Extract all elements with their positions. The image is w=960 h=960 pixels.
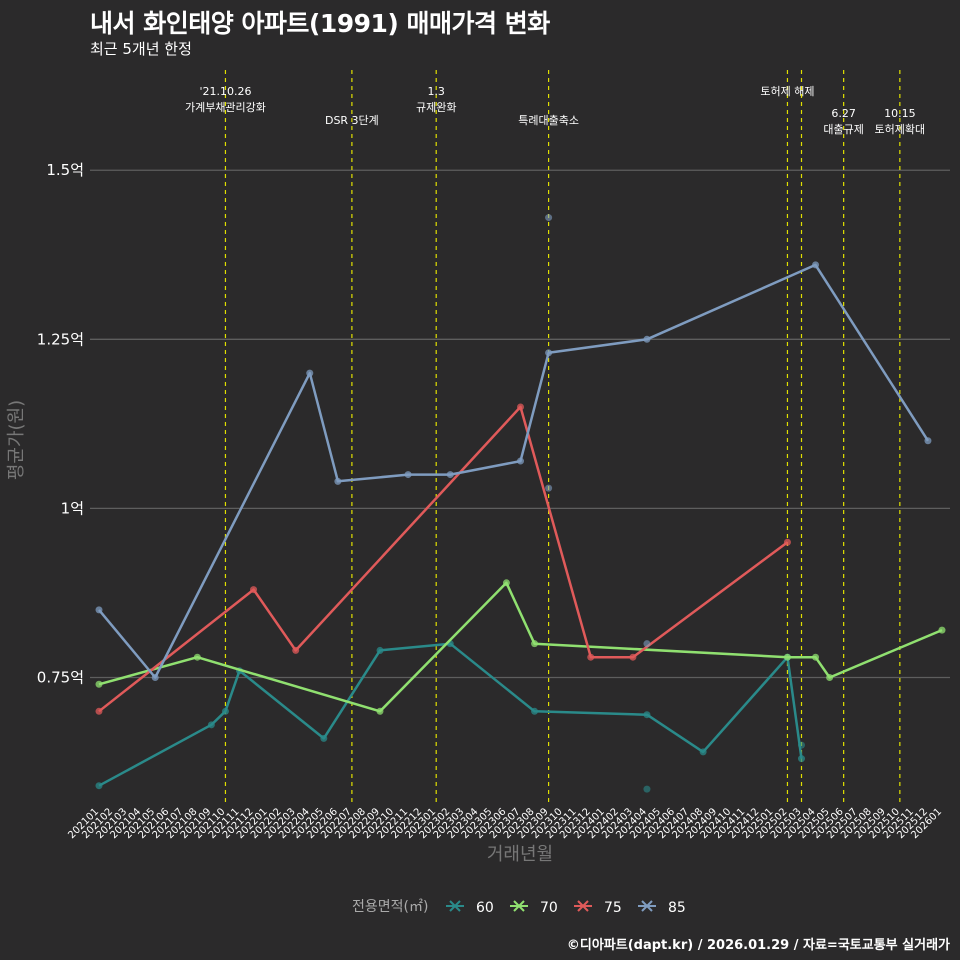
data-point-75 <box>95 707 103 715</box>
y-axis-title: 평균가(원) <box>6 400 27 480</box>
data-point-70 <box>938 626 946 634</box>
event-label: 특례대출축소 <box>518 114 579 127</box>
legend-label-85: 85 <box>668 900 686 916</box>
series-line-85 <box>98 263 930 679</box>
data-point-70 <box>826 673 834 681</box>
grid-lines <box>90 169 950 679</box>
data-point-60 <box>643 785 651 793</box>
data-point-60 <box>798 741 805 749</box>
data-point-75 <box>783 538 791 546</box>
data-point-60 <box>95 782 103 790</box>
data-point-60 <box>376 646 384 654</box>
data-point-85 <box>95 606 103 614</box>
data-point-60 <box>798 755 805 763</box>
y-tick-label: 1.5억 <box>46 161 84 179</box>
legend-title: 전용면적(㎡) <box>352 899 428 915</box>
data-point-85 <box>306 369 314 377</box>
data-point-85 <box>545 214 553 222</box>
data-point-60 <box>221 707 229 715</box>
legend: 전용면적(㎡) 60 70 75 85 <box>352 899 686 916</box>
series-line-75 <box>98 405 789 713</box>
data-point-70 <box>502 579 510 587</box>
legend-label-70: 70 <box>540 900 558 916</box>
data-point-60 <box>699 748 707 756</box>
data-point-60 <box>531 707 539 715</box>
data-point-75 <box>629 653 637 661</box>
data-point-85 <box>545 349 553 357</box>
data-point-85 <box>446 471 454 479</box>
data-point-85 <box>924 437 932 445</box>
legend-label-60: 60 <box>476 900 494 916</box>
y-tick-label: 1억 <box>61 499 84 517</box>
data-point-70 <box>783 653 791 661</box>
data-point-85 <box>334 477 342 485</box>
event-label: 가계부채관리강화 <box>185 101 266 114</box>
legend-cross-60 <box>449 900 461 912</box>
event-label: 6.27 <box>831 107 856 120</box>
event-label: DSR 3단계 <box>325 114 379 127</box>
data-point-85 <box>517 457 524 465</box>
y-axis: 0.75억 1억 1.25억 1.5억 <box>37 161 84 686</box>
chart-subtitle: 최근 5개년 한정 <box>90 40 192 58</box>
event-label: 10.15 <box>884 107 916 120</box>
data-point-75 <box>292 646 300 654</box>
legend-cross-70 <box>513 900 525 912</box>
data-point-85 <box>404 471 412 479</box>
data-point-60 <box>207 721 215 729</box>
x-axis-title: 거래년월 <box>487 844 553 865</box>
legend-cross-85 <box>641 900 653 912</box>
data-point-75 <box>250 586 258 594</box>
legend-cross-75 <box>577 900 589 912</box>
data-point-70 <box>193 653 201 661</box>
data-point-75 <box>517 403 524 411</box>
event-label: 1.3 <box>427 85 445 98</box>
y-tick-label: 0.75억 <box>37 668 84 686</box>
data-point-85 <box>151 673 159 681</box>
data-point-85 <box>643 640 651 648</box>
data-point-85 <box>545 484 553 492</box>
event-label: 토허제확대 <box>875 123 926 136</box>
data-point-85 <box>643 335 651 343</box>
x-axis: 2021012021022021032021042021052021062021… <box>66 806 944 841</box>
event-label: '21.10.26 <box>199 85 251 98</box>
data-point-60 <box>320 734 328 742</box>
data-point-70 <box>812 653 820 661</box>
series-line-60 <box>98 642 803 787</box>
legend-label-75: 75 <box>604 900 622 916</box>
data-point-75 <box>587 653 595 661</box>
data-point-60 <box>643 711 651 719</box>
event-label: 대출규제 <box>823 123 863 136</box>
data-point-70 <box>531 640 539 648</box>
chart-caption: ©디아파트(dapt.kr) / 2026.01.29 / 자료=국토교통부 실… <box>566 938 950 953</box>
data-point-70 <box>95 680 103 688</box>
data-point-70 <box>376 707 384 715</box>
data-point-85 <box>812 261 820 269</box>
event-label: 토허제 해제 <box>760 84 814 98</box>
event-label: 규제완화 <box>416 101 456 114</box>
series-group <box>95 214 946 793</box>
y-tick-label: 1.25억 <box>37 330 84 348</box>
chart-title: 내서 화인태양 아파트(1991) 매매가격 변화 <box>90 9 550 38</box>
